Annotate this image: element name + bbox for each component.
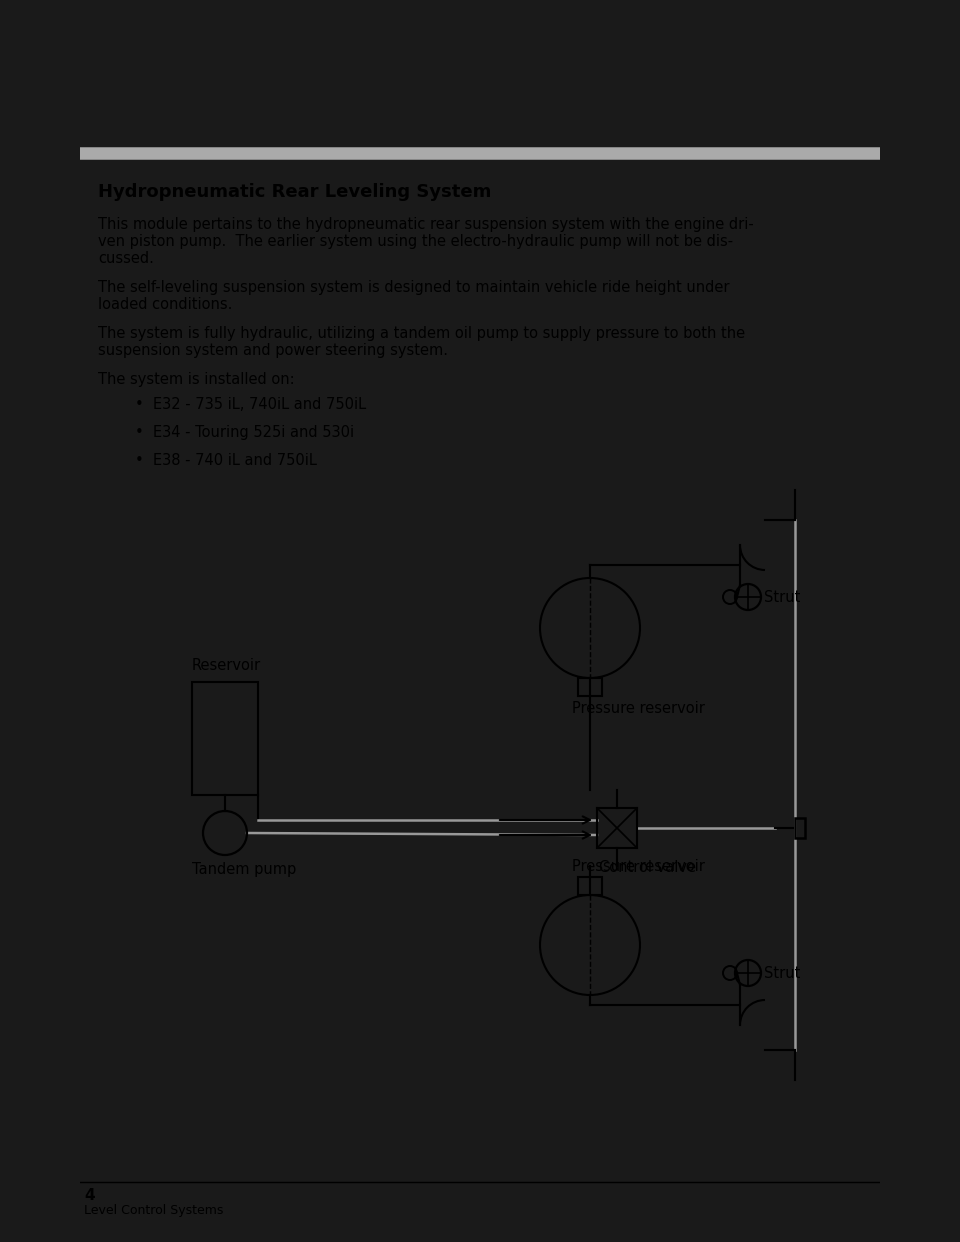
Text: Level Control Systems: Level Control Systems [84, 1203, 224, 1217]
Text: •  E38 - 740 iL and 750iL: • E38 - 740 iL and 750iL [135, 453, 317, 468]
Text: Strut: Strut [764, 590, 801, 605]
Text: •  E32 - 735 iL, 740iL and 750iL: • E32 - 735 iL, 740iL and 750iL [135, 397, 366, 412]
Text: cussed.: cussed. [98, 251, 154, 266]
Text: The system is installed on:: The system is installed on: [98, 373, 295, 388]
Text: Pressure reservoir: Pressure reservoir [572, 700, 705, 715]
Text: •  E34 - Touring 525i and 530i: • E34 - Touring 525i and 530i [135, 425, 354, 440]
Text: Pressure reservoir: Pressure reservoir [572, 859, 705, 874]
Bar [795, 818, 805, 838]
Bar [597, 809, 637, 848]
Text: loaded conditions.: loaded conditions. [98, 297, 232, 312]
Bar [578, 877, 602, 895]
Text: 4: 4 [84, 1189, 95, 1203]
Text: Hydropneumatic Rear Leveling System: Hydropneumatic Rear Leveling System [98, 183, 492, 201]
Text: Reservoir: Reservoir [192, 658, 261, 673]
Text: Tandem pump: Tandem pump [192, 862, 297, 877]
Text: ven piston pump.  The earlier system using the electro-hydraulic pump will not b: ven piston pump. The earlier system usin… [98, 233, 733, 248]
Text: The system is fully hydraulic, utilizing a tandem oil pump to supply pressure to: The system is fully hydraulic, utilizing… [98, 325, 745, 342]
Text: suspension system and power steering system.: suspension system and power steering sys… [98, 343, 448, 358]
Text: This module pertains to the hydropneumatic rear suspension system with the engin: This module pertains to the hydropneumat… [98, 217, 754, 232]
Bar [192, 682, 258, 795]
Bar [578, 678, 602, 696]
Text: Strut: Strut [764, 965, 801, 980]
Text: Control valve: Control valve [599, 859, 696, 876]
Text: The self-leveling suspension system is designed to maintain vehicle ride height : The self-leveling suspension system is d… [98, 279, 730, 296]
